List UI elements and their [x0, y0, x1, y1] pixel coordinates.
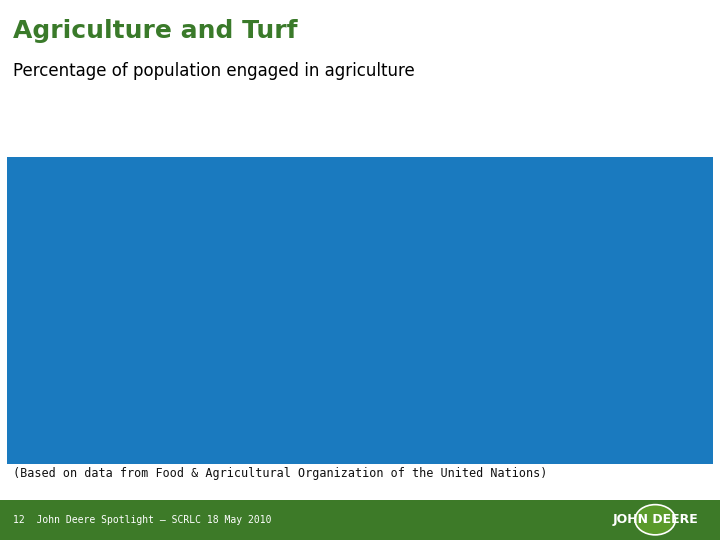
Text: 12  John Deere Spotlight – SCRLC 18 May 2010: 12 John Deere Spotlight – SCRLC 18 May 2…: [13, 515, 271, 525]
Text: Former Soviet Union 6.8%: Former Soviet Union 6.8%: [465, 206, 628, 219]
Text: Argentina 3.7%: Argentina 3.7%: [181, 384, 278, 397]
Text: U.S. 0.9%: U.S. 0.9%: [46, 284, 107, 297]
Text: Agriculture and Turf: Agriculture and Turf: [13, 19, 297, 43]
Text: India
25.4%: India 25.4%: [432, 306, 472, 334]
Text: Western
Europe 1.7%: Western Europe 1.7%: [218, 247, 297, 275]
Circle shape: [635, 504, 675, 535]
Text: Percentage of population engaged in agriculture: Percentage of population engaged in agri…: [13, 62, 415, 80]
Text: (Based on data from Food & Agricultural Organization of the United Nations): (Based on data from Food & Agricultural …: [13, 467, 547, 480]
Bar: [0, 500, 720, 540]
Text: China 38.5%: China 38.5%: [608, 284, 688, 297]
Text: JOHN DEERE: JOHN DEERE: [613, 513, 698, 526]
Text: Brazil 6.4%: Brazil 6.4%: [226, 350, 297, 363]
